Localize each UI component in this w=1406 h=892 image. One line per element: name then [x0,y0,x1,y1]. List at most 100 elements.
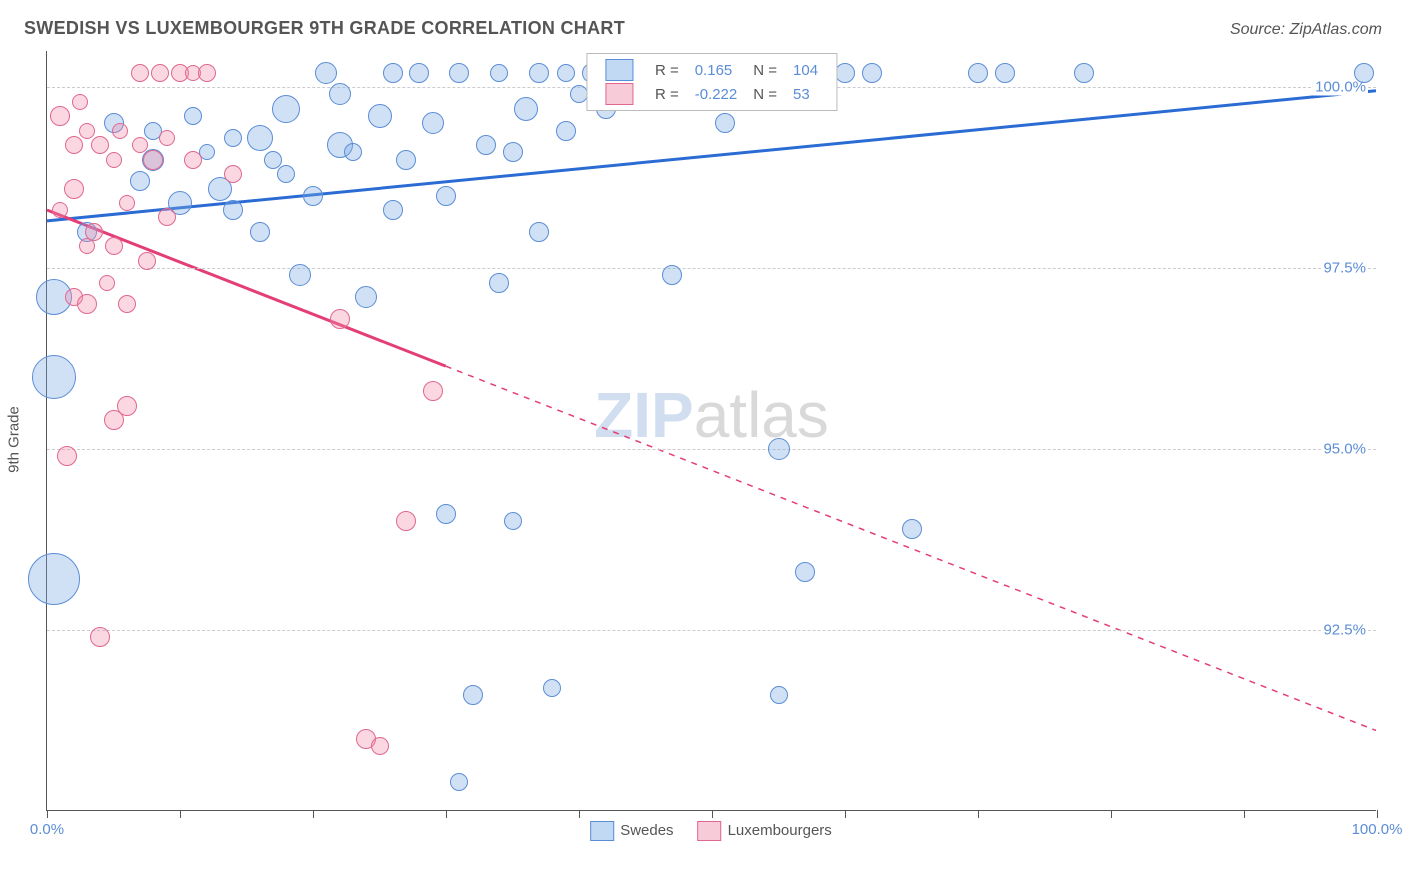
data-point-swedes [383,63,403,83]
data-point-swedes [247,125,273,151]
legend-label: Luxembourgers [728,822,832,839]
data-point-swedes [436,186,456,206]
x-tick [1111,810,1112,818]
data-point-swedes [835,63,855,83]
legend-n-label: N = [745,58,785,82]
data-point-swedes [329,83,351,105]
data-point-luxembourgers [371,737,389,755]
legend-swatch [605,59,633,81]
data-point-swedes [489,273,509,293]
x-tick [446,810,447,818]
data-point-luxembourgers [112,123,128,139]
data-point-swedes [463,685,483,705]
legend-r-value: 0.165 [687,58,746,82]
data-point-luxembourgers [224,165,242,183]
data-point-swedes [344,143,362,161]
data-point-luxembourgers [158,208,176,226]
data-point-swedes [514,97,538,121]
gridline [47,449,1376,450]
data-point-luxembourgers [423,381,443,401]
data-point-luxembourgers [90,627,110,647]
data-point-swedes [968,63,988,83]
data-point-swedes [436,504,456,524]
scatter-plot: ZIPatlas R =0.165N =104R =-0.222N =53 92… [46,51,1376,811]
header: SWEDISH VS LUXEMBOURGER 9TH GRADE CORREL… [0,0,1406,47]
data-point-swedes [396,150,416,170]
data-point-swedes [504,512,522,530]
trendlines-svg [47,51,1376,810]
trendline-extrapolated-luxembourgers [446,366,1376,730]
data-point-luxembourgers [91,136,109,154]
data-point-swedes [315,62,337,84]
data-point-swedes [557,64,575,82]
legend-row: R =0.165N =104 [597,58,826,82]
data-point-swedes [422,112,444,134]
data-point-swedes [995,63,1015,83]
data-point-swedes [184,107,202,125]
data-point-swedes [449,63,469,83]
data-point-luxembourgers [198,64,216,82]
data-point-swedes [543,679,561,697]
data-point-swedes [409,63,429,83]
gridline [47,268,1376,269]
data-point-swedes [28,553,80,605]
data-point-luxembourgers [131,64,149,82]
data-point-luxembourgers [132,137,148,153]
plot-container: 9th Grade ZIPatlas R =0.165N =104R =-0.2… [46,51,1376,811]
data-point-swedes [250,222,270,242]
legend-item: Luxembourgers [698,821,832,841]
x-tick-label: 100.0% [1352,821,1403,838]
data-point-swedes [862,63,882,83]
data-point-luxembourgers [99,275,115,291]
data-point-luxembourgers [50,106,70,126]
data-point-swedes [383,200,403,220]
legend-r-label: R = [647,82,687,106]
y-tick-label: 95.0% [1321,441,1368,458]
data-point-swedes [490,64,508,82]
watermark-zip: ZIP [594,379,694,451]
data-point-swedes [795,562,815,582]
data-point-swedes [223,200,243,220]
data-point-swedes [368,104,392,128]
data-point-luxembourgers [151,64,169,82]
x-tick [579,810,580,818]
legend-swatch [605,83,633,105]
legend-n-value: 53 [785,82,826,106]
legend-n-value: 104 [785,58,826,82]
data-point-swedes [902,519,922,539]
watermark-atlas: atlas [694,379,829,451]
data-point-swedes [277,165,295,183]
x-tick [845,810,846,818]
data-point-luxembourgers [396,511,416,531]
data-point-luxembourgers [117,396,137,416]
data-point-luxembourgers [138,252,156,270]
data-point-swedes [224,129,242,147]
data-point-luxembourgers [85,223,103,241]
legend-swatch [590,821,614,841]
data-point-swedes [289,264,311,286]
data-point-luxembourgers [65,136,83,154]
watermark: ZIPatlas [594,378,829,452]
x-tick [712,810,713,818]
data-point-swedes [450,773,468,791]
data-point-luxembourgers [64,179,84,199]
data-point-swedes [1074,63,1094,83]
data-point-luxembourgers [52,202,68,218]
data-point-luxembourgers [79,123,95,139]
legend-r-value: -0.222 [687,82,746,106]
x-tick [1377,810,1378,818]
data-point-luxembourgers [118,295,136,313]
data-point-swedes [303,186,323,206]
chart-title: SWEDISH VS LUXEMBOURGER 9TH GRADE CORREL… [24,18,625,39]
legend-swatch [698,821,722,841]
data-point-swedes [264,151,282,169]
legend-correlation-box: R =0.165N =104R =-0.222N =53 [586,53,837,111]
data-point-luxembourgers [106,152,122,168]
x-tick [47,810,48,818]
data-point-luxembourgers [77,294,97,314]
data-point-luxembourgers [72,94,88,110]
data-point-swedes [130,171,150,191]
data-point-luxembourgers [105,237,123,255]
y-tick-label: 92.5% [1321,622,1368,639]
x-tick [978,810,979,818]
